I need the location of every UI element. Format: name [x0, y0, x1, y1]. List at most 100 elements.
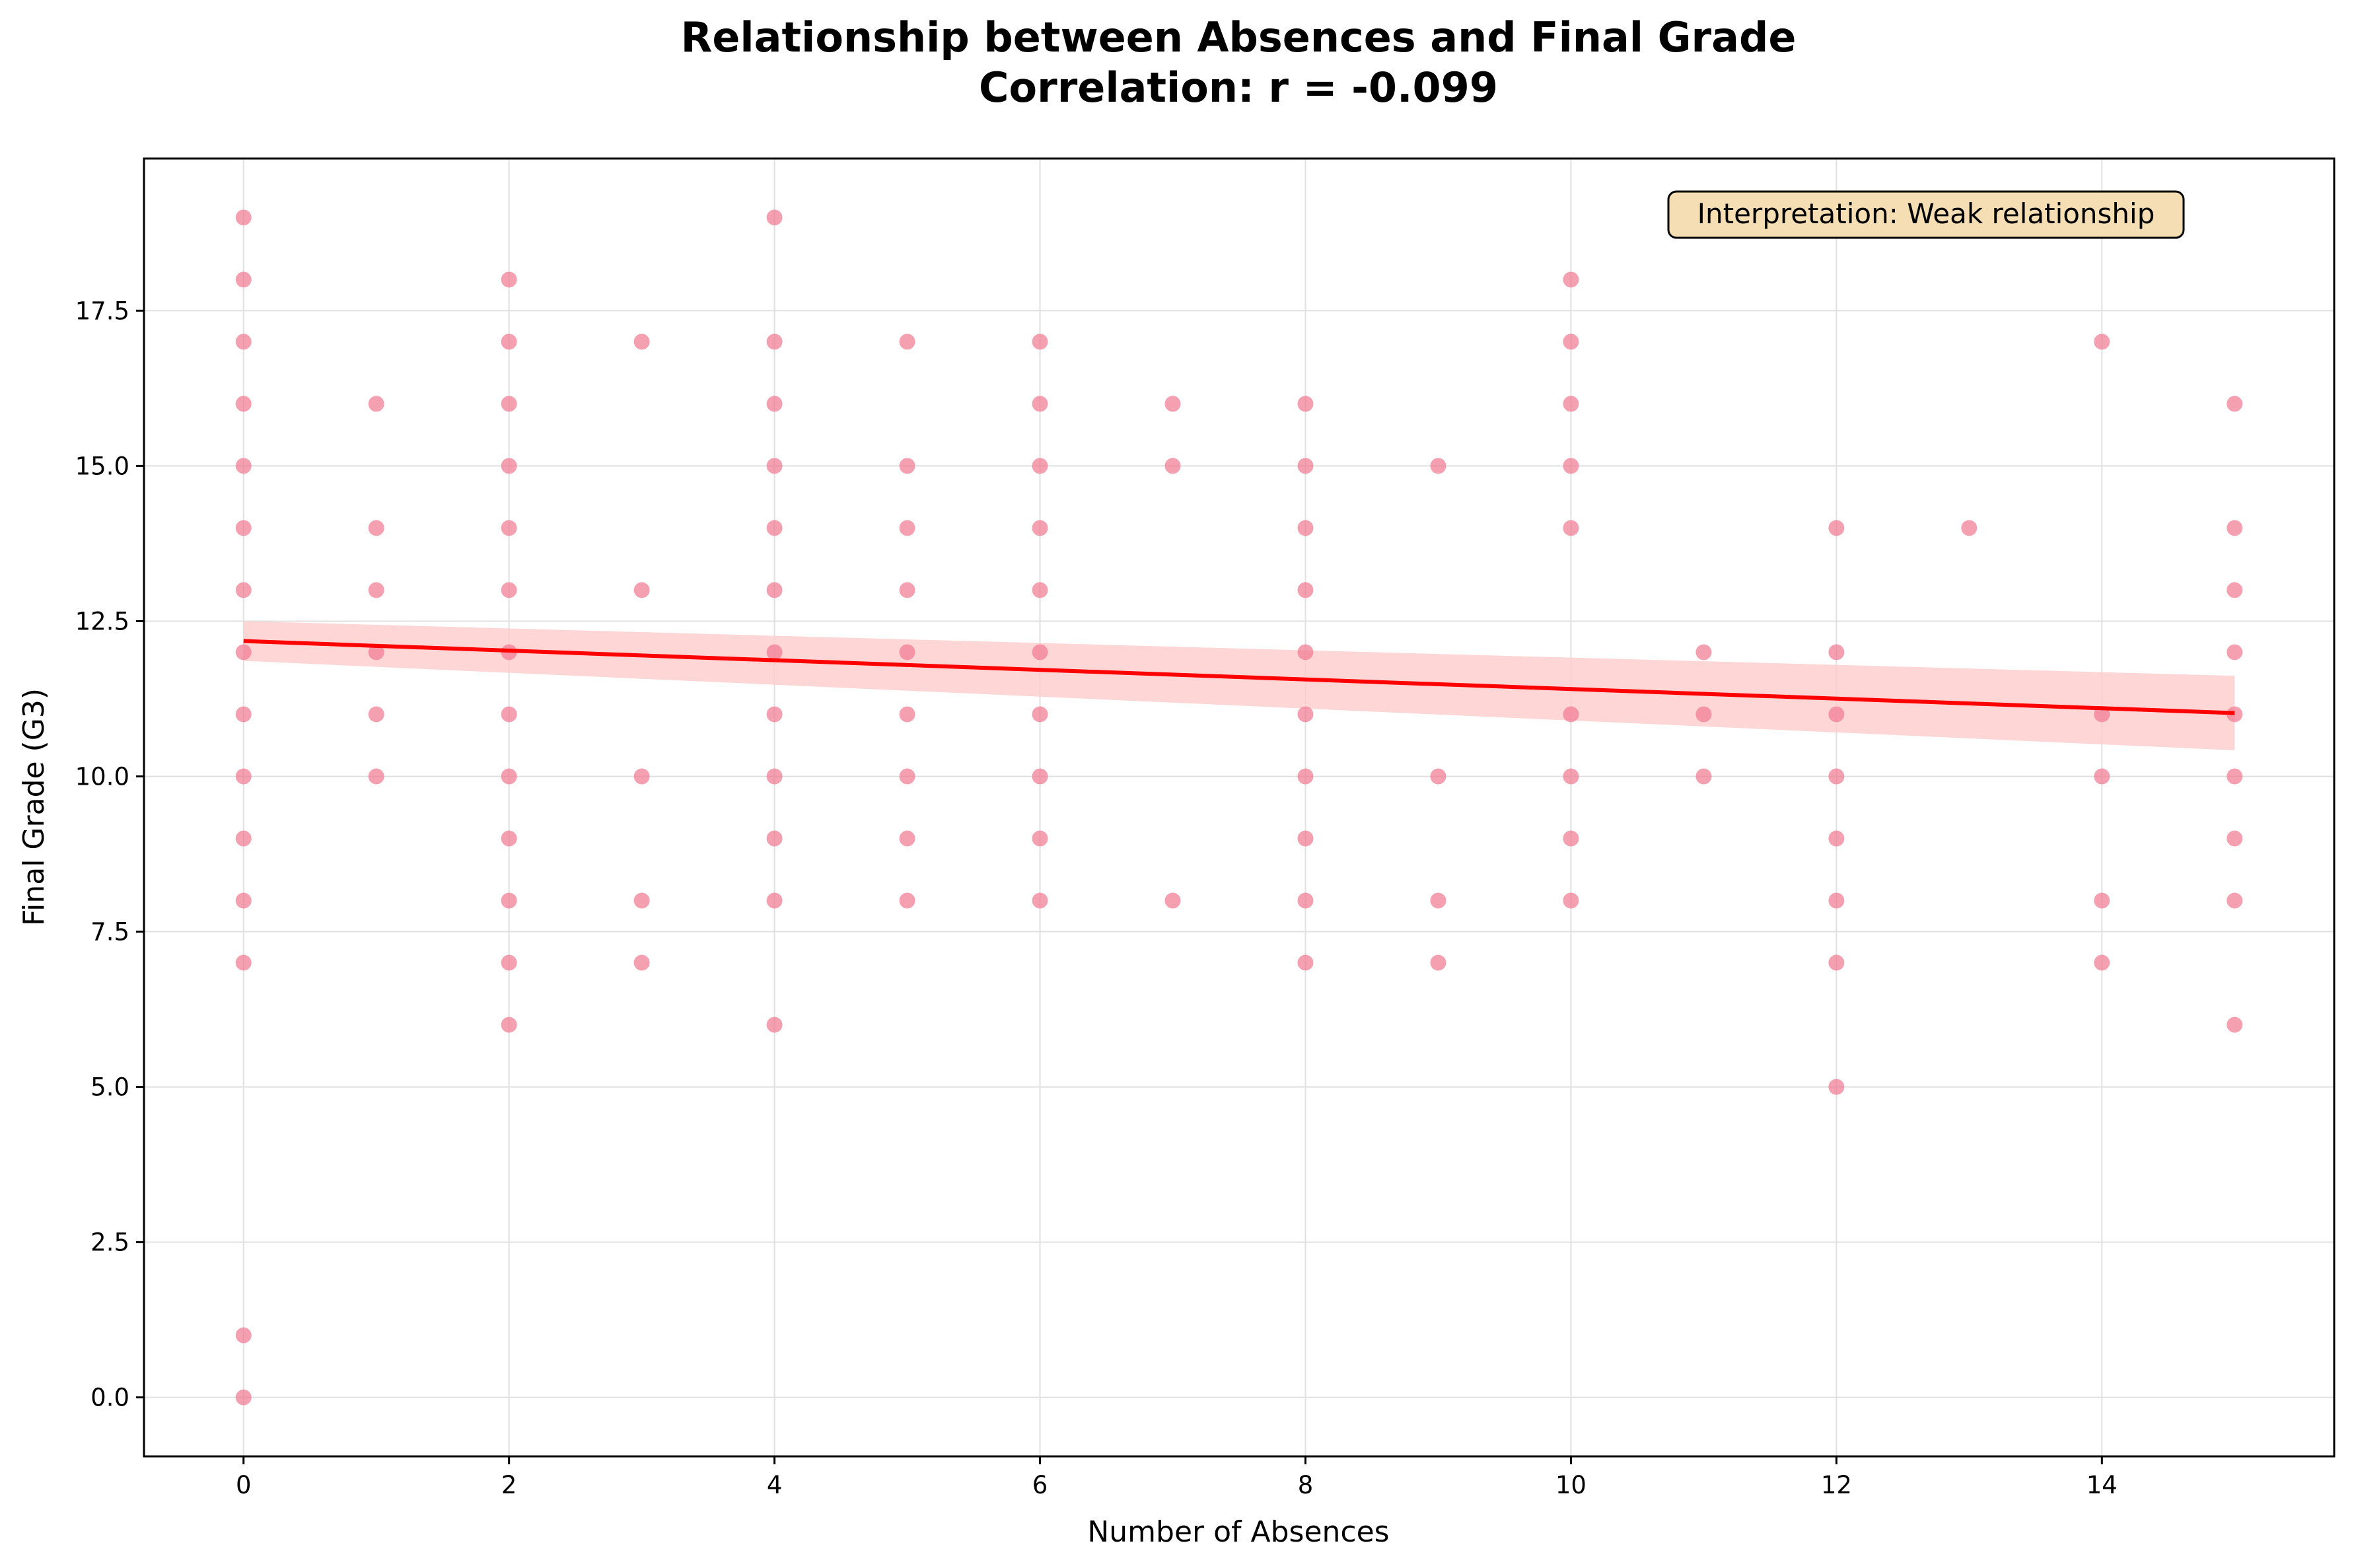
data-point — [501, 768, 517, 785]
data-point — [235, 209, 252, 226]
data-point — [235, 458, 252, 474]
x-axis-label: Number of Absences — [1087, 1515, 1389, 1549]
data-point — [1828, 644, 1845, 660]
data-point — [2227, 582, 2243, 598]
data-point — [1563, 334, 1579, 350]
data-point — [899, 830, 915, 847]
x-tick-label: 4 — [767, 1471, 783, 1499]
data-point — [235, 1327, 252, 1343]
data-point — [368, 582, 384, 598]
data-point — [235, 334, 252, 350]
data-point — [235, 644, 252, 660]
data-point — [1563, 271, 1579, 288]
data-point — [2094, 892, 2110, 909]
data-point — [899, 644, 915, 660]
data-point — [1297, 768, 1314, 785]
data-point — [766, 458, 783, 474]
data-point — [1297, 582, 1314, 598]
x-tick-label: 14 — [2086, 1471, 2118, 1499]
data-point — [766, 520, 783, 536]
data-point — [766, 209, 783, 226]
data-point — [1032, 458, 1048, 474]
data-point — [2094, 954, 2110, 971]
y-tick-label: 15.0 — [75, 452, 129, 480]
data-point — [2227, 520, 2243, 536]
data-point — [899, 520, 915, 536]
x-tick-label: 2 — [501, 1471, 517, 1499]
data-point — [1828, 520, 1845, 536]
data-point — [235, 706, 252, 723]
data-point — [235, 396, 252, 412]
data-point — [1828, 706, 1845, 723]
interpretation-annotation: Interpretation: Weak relationship — [1667, 190, 2185, 239]
data-point — [899, 892, 915, 909]
data-point — [501, 954, 517, 971]
y-ticks: 0.0 2.5 5.0 7.5 10.0 12.5 15.0 17.5 — [75, 297, 144, 1412]
data-point — [1032, 830, 1048, 847]
data-point — [1828, 892, 1845, 909]
data-point — [766, 582, 783, 598]
data-point — [1828, 954, 1845, 971]
data-point — [501, 334, 517, 350]
data-point — [235, 768, 252, 785]
data-point — [2227, 396, 2243, 412]
data-point — [368, 520, 384, 536]
data-point — [633, 892, 650, 909]
data-point — [899, 582, 915, 598]
data-point — [1430, 458, 1446, 474]
data-point — [235, 892, 252, 909]
data-point — [899, 706, 915, 723]
data-point — [2094, 334, 2110, 350]
data-point — [235, 1389, 252, 1406]
data-point — [1032, 396, 1048, 412]
annotation-text: Interpretation: Weak relationship — [1697, 197, 2155, 230]
data-point — [501, 1016, 517, 1033]
data-point — [1695, 706, 1712, 723]
data-point — [1297, 458, 1314, 474]
data-point — [766, 830, 783, 847]
y-tick-label: 5.0 — [90, 1073, 129, 1102]
data-point — [235, 582, 252, 598]
data-point — [501, 892, 517, 909]
data-point — [1297, 644, 1314, 660]
y-axis-label: Final Grade (G3) — [17, 688, 51, 926]
data-point — [235, 520, 252, 536]
data-point — [766, 334, 783, 350]
x-tick-label: 8 — [1298, 1471, 1314, 1499]
data-point — [1297, 706, 1314, 723]
x-tick-label: 0 — [236, 1471, 252, 1499]
data-point — [368, 768, 384, 785]
data-point — [766, 892, 783, 909]
data-point — [2227, 644, 2243, 660]
data-point — [633, 954, 650, 971]
data-point — [2094, 768, 2110, 785]
data-point — [1563, 520, 1579, 536]
data-point — [766, 644, 783, 660]
data-point — [501, 706, 517, 723]
x-tick-label: 12 — [1821, 1471, 1852, 1499]
y-tick-label: 0.0 — [90, 1384, 129, 1412]
plot-frame — [143, 157, 2336, 1458]
data-point — [368, 396, 384, 412]
data-point — [2227, 768, 2243, 785]
data-point — [633, 768, 650, 785]
y-tick-label: 12.5 — [75, 607, 129, 635]
data-point — [1695, 768, 1712, 785]
y-tick-label: 2.5 — [90, 1229, 129, 1257]
data-point — [1828, 1079, 1845, 1095]
data-point — [766, 396, 783, 412]
data-point — [766, 1016, 783, 1033]
x-tick-label: 10 — [1555, 1471, 1587, 1499]
data-point — [1695, 644, 1712, 660]
data-point — [633, 582, 650, 598]
data-point — [899, 334, 915, 350]
data-point — [2227, 830, 2243, 847]
data-point — [501, 271, 517, 288]
data-point — [501, 458, 517, 474]
confidence-band-layer — [243, 621, 2235, 751]
annotation-box — [1667, 190, 2185, 239]
data-point — [1164, 892, 1181, 909]
data-point — [235, 271, 252, 288]
data-point — [1032, 644, 1048, 660]
